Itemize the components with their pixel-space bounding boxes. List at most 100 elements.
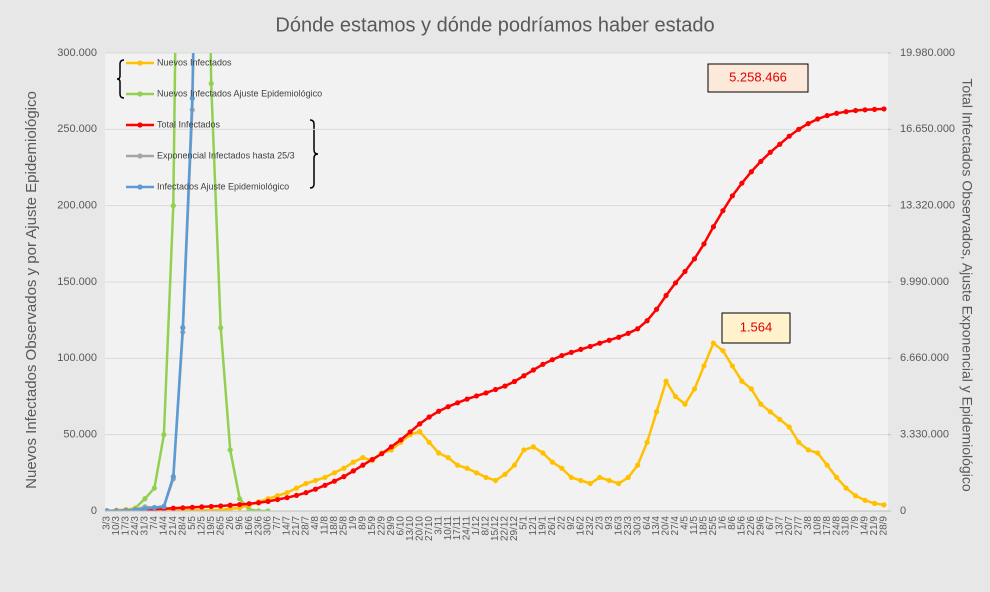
point [777,141,783,147]
x-tick-label: 1/12 [471,516,482,536]
point [729,193,735,199]
point [256,500,262,506]
point [161,503,167,510]
legend-swatch-dot [137,60,143,66]
point [530,367,537,373]
point [227,447,233,453]
y2-tick-label: 6.660.000 [900,352,949,364]
legend-swatch-dot [137,91,143,97]
point [559,465,565,471]
point [834,474,840,481]
x-tick-label: 23/2 [585,516,596,536]
annotation-box [721,312,791,344]
x-tick-label: 24/8 [831,516,842,536]
x-tick-label: 8/6 [727,516,738,530]
point [881,502,887,508]
point [350,468,356,474]
point [208,80,214,87]
chart-title: Dónde estamos y dónde podríamos haber es… [275,14,714,36]
x-tick-label: 25/8 [339,516,350,536]
x-tick-label: 12/5 [196,516,207,536]
point [625,330,631,336]
point [341,474,347,480]
point [549,459,555,465]
point [161,432,167,438]
x-tick-label: 23/3 [623,516,634,536]
x-tick-label: 14/4 [158,516,169,536]
point [663,292,669,299]
point [777,416,783,422]
point [701,363,707,369]
x-tick-label: 23/6 [253,516,264,536]
annotation: 1.564 [740,319,773,334]
y-tick-label: 0 [91,505,97,517]
x-tick-label: 10/11 [443,516,454,541]
point [796,126,802,132]
point [445,404,451,410]
point [767,409,773,415]
x-tick-label: 28/4 [177,516,188,536]
point [265,498,271,504]
point [426,414,432,420]
x-tick-label: 9/6 [234,516,245,530]
x-tick-label: 25/5 [708,516,719,536]
point [653,306,660,312]
y2-tick-label: 0 [900,505,906,517]
x-tick-label: 29/9 [386,516,397,536]
x-tick-label: 20/4 [661,516,672,536]
x-tick-label: 20/10 [414,516,425,541]
point [341,465,347,471]
x-tick-label: 31/8 [841,516,852,536]
x-tick-label: 19/1 [538,516,549,536]
x-tick-label: 10/8 [812,516,823,536]
point [852,493,859,499]
point [852,107,859,114]
point [881,106,887,112]
point [843,109,849,115]
point [227,502,233,508]
point [758,401,764,407]
point [815,116,821,122]
x-tick-label: 19/5 [206,516,217,536]
point [824,112,830,119]
point [635,326,641,332]
annotation-box [707,63,809,93]
x-tick-label: 26/1 [547,516,558,536]
point [616,334,622,340]
point [312,477,319,484]
x-tick-label: 17/8 [822,516,833,536]
legend-label: Nuevos Infectados Ajuste Epidemiológico [157,88,322,98]
point [862,497,868,503]
point [587,480,593,487]
legend-bracket [309,119,319,189]
point [464,465,470,471]
point [123,507,129,511]
point [208,503,214,510]
legend-swatch-dot [137,153,143,159]
point [274,496,281,503]
x-tick-label: 22/12 [500,516,511,541]
point [492,477,499,484]
y2-tick-label: 13.320.000 [900,200,955,212]
point [132,507,139,511]
x-tick-label: 13/4 [651,516,662,536]
y-axis-label: Nuevos Infectados Observados y por Ajust… [23,91,40,489]
x-tick-label: 11/5 [689,516,700,535]
x-tick-label: 11/8 [320,516,331,535]
point [720,208,726,214]
point [483,390,489,396]
y-tick-label: 150.000 [57,276,97,288]
point [312,486,319,492]
x-tick-label: 31/3 [140,516,151,536]
point [786,133,792,139]
point [293,492,300,499]
x-tick-label: 8/9 [357,516,368,530]
legend-label: Nuevos Infectados [157,57,232,67]
point [871,106,878,112]
x-tick-label: 14/9 [860,516,871,536]
y2-tick-label: 16.650.000 [900,123,955,135]
point [417,429,423,435]
point [142,496,148,502]
point [246,506,252,511]
point [578,477,584,484]
